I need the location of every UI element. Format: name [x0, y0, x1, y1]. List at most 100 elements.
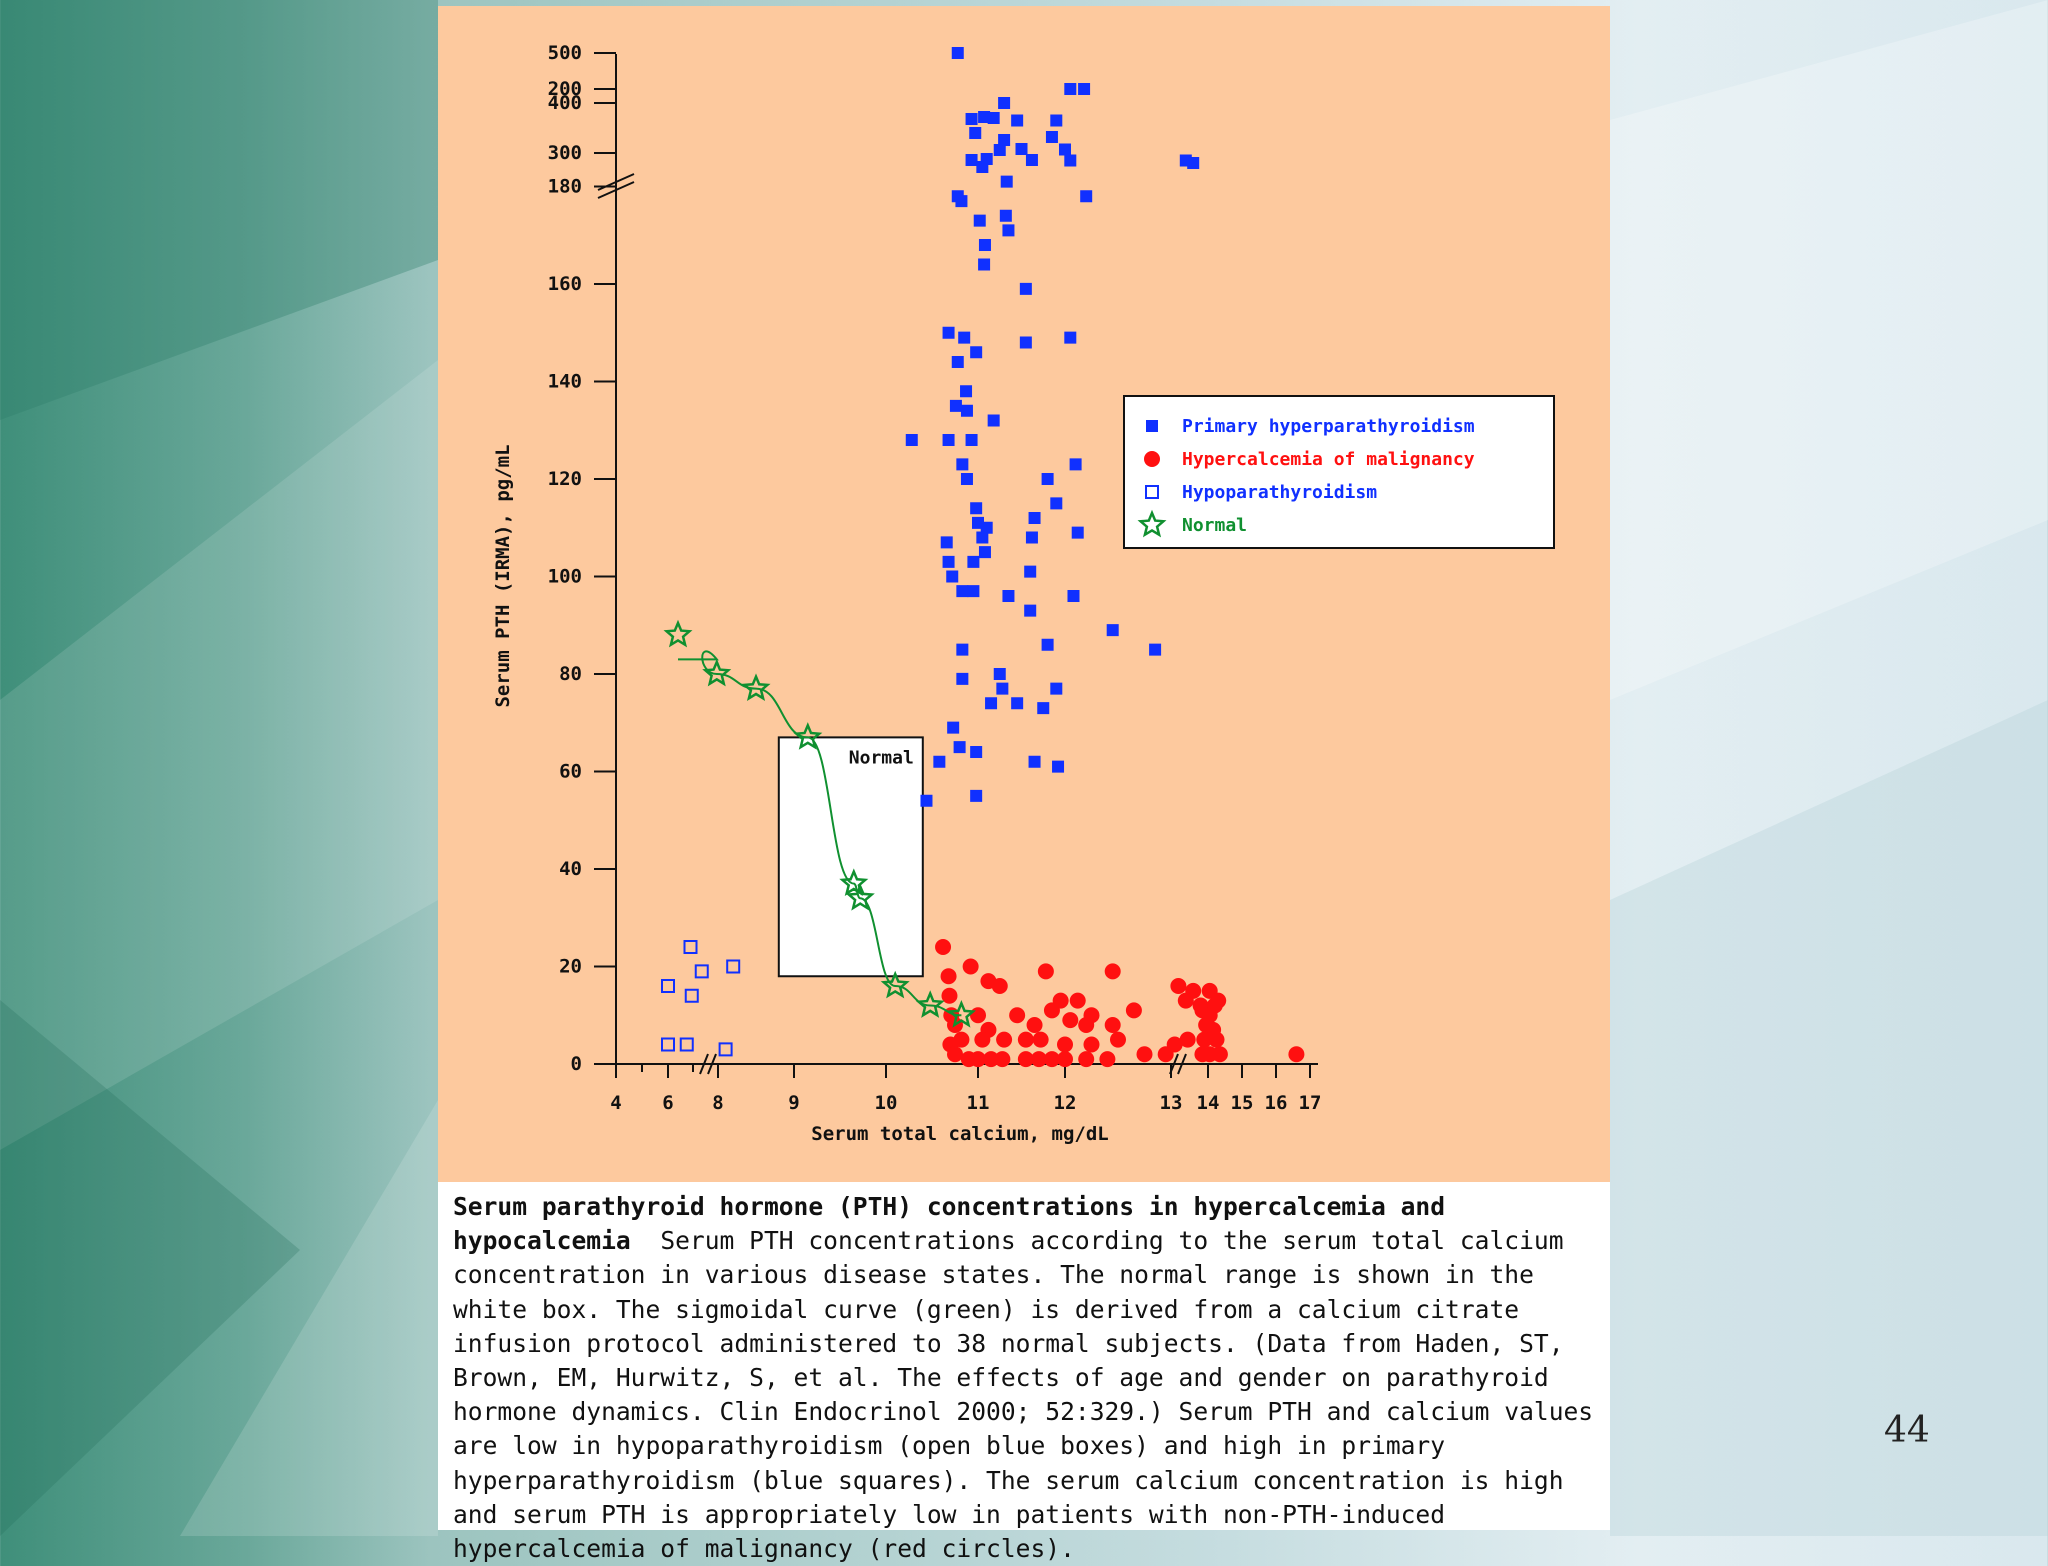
primary-hyperparathyroidism-point	[978, 258, 991, 271]
hypercalcemia-malignancy-point	[947, 1046, 963, 1063]
x-axis-break-mark	[1169, 1053, 1187, 1075]
legend-marker-square	[1146, 420, 1158, 432]
y-tick-label: 40	[559, 858, 582, 880]
hypercalcemia-malignancy-point	[935, 939, 952, 955]
primary-hyperparathyroidism-point	[967, 585, 980, 598]
primary-hyperparathyroidism-point	[958, 331, 971, 344]
hypercalcemia-malignancy-point	[940, 968, 957, 985]
legend-label: Normal	[1182, 515, 1247, 536]
legend-marker-open-square	[1145, 485, 1159, 499]
primary-hyperparathyroidism-point	[967, 555, 980, 568]
hypercalcemia-malignancy-point	[1099, 1051, 1116, 1068]
normal-range-box	[777, 736, 924, 978]
primary-hyperparathyroidism-point	[965, 154, 978, 166]
primary-hyperparathyroidism-point	[1045, 131, 1058, 143]
normal-sigmoid-curve	[678, 650, 962, 1017]
y-tick-label: 60	[559, 761, 582, 783]
legend-marker-star	[1137, 509, 1167, 538]
primary-hyperparathyroidism-point	[973, 214, 986, 227]
primary-hyperparathyroidism-point	[980, 521, 993, 534]
hypercalcemia-malignancy-point	[1179, 1031, 1196, 1048]
y-tick-label: 100	[548, 566, 582, 588]
primary-hyperparathyroidism-point	[946, 570, 959, 583]
figure-panel: 0 20 40 60 80 100 120 140 160 180 200 300 400 500 4 6 8 9…	[438, 6, 1610, 1563]
primary-hyperparathyroidism-point	[956, 643, 969, 656]
bg-shape	[180, 1100, 438, 1536]
primary-hyperparathyroidism-point	[1028, 755, 1041, 768]
primary-hyperparathyroidism-point	[978, 111, 991, 123]
primary-hyperparathyroidism-point	[1069, 458, 1082, 471]
primary-hyperparathyroidism-point	[920, 794, 933, 807]
primary-hyperparathyroidism-point	[1002, 590, 1015, 602]
hypercalcemia-malignancy-point	[970, 1051, 986, 1068]
x-tick-label: 16	[1265, 1092, 1288, 1114]
x-axis-break-mark	[699, 1053, 717, 1075]
hypoparathyroidism-point	[679, 1037, 694, 1052]
hypercalcemia-malignancy-point	[994, 1051, 1011, 1068]
hypercalcemia-malignancy-point	[1110, 1031, 1126, 1048]
x-tick-label: 14	[1197, 1092, 1220, 1114]
hypercalcemia-malignancy-point	[983, 1051, 1000, 1068]
bg-shape	[0, 1000, 300, 1536]
normal-subject-point	[915, 990, 945, 1018]
primary-hyperparathyroidism-point	[969, 127, 982, 139]
primary-hyperparathyroidism-point	[1187, 157, 1200, 169]
hypercalcemia-malignancy-point	[1069, 992, 1086, 1009]
primary-hyperparathyroidism-point	[970, 789, 983, 802]
primary-hyperparathyroidism-point	[1019, 282, 1032, 295]
chart-legend	[1123, 395, 1555, 549]
primary-hyperparathyroidism-point	[976, 531, 989, 544]
hypercalcemia-malignancy-point	[953, 1031, 970, 1048]
primary-hyperparathyroidism-point	[956, 585, 969, 598]
normal-subject-point	[880, 970, 910, 999]
y-tick-label: 140	[548, 371, 582, 393]
normal-subject-point	[663, 619, 693, 648]
primary-hyperparathyroidism-point	[1050, 497, 1063, 510]
hypercalcemia-malignancy-point	[1017, 1031, 1034, 1048]
primary-hyperparathyroidism-point	[987, 414, 1000, 427]
primary-hyperparathyroidism-point	[949, 399, 962, 412]
hypercalcemia-malignancy-point	[1037, 963, 1054, 980]
hypercalcemia-malignancy-point	[1043, 1002, 1060, 1019]
y-tick-label: 200	[548, 78, 582, 100]
hypercalcemia-malignancy-point	[1104, 1017, 1121, 1033]
hypercalcemia-malignancy-point	[1208, 1031, 1225, 1048]
primary-hyperparathyroidism-point	[993, 144, 1006, 156]
normal-subject-point	[845, 883, 875, 911]
primary-hyperparathyroidism-point	[960, 473, 973, 485]
x-tick-label: 15	[1231, 1092, 1254, 1114]
primary-hyperparathyroidism-point	[1080, 190, 1093, 203]
y-tick-label: 300	[548, 142, 582, 164]
primary-hyperparathyroidism-point	[978, 239, 991, 251]
hypercalcemia-malignancy-point	[1062, 1012, 1079, 1029]
y-tick-label: 0	[571, 1053, 582, 1075]
primary-hyperparathyroidism-point	[1037, 702, 1050, 715]
primary-hyperparathyroidism-point	[993, 668, 1006, 680]
hypercalcemia-malignancy-point	[1211, 1046, 1228, 1063]
primary-hyperparathyroidism-point	[1050, 114, 1063, 127]
y-tick-label: 500	[548, 42, 582, 64]
primary-hyperparathyroidism-point	[1002, 224, 1015, 237]
normal-subject-point	[741, 673, 771, 701]
hypercalcemia-malignancy-point	[1170, 978, 1187, 994]
primary-hyperparathyroidism-point	[1064, 331, 1077, 344]
primary-hyperparathyroidism-point	[978, 546, 991, 559]
primary-hyperparathyroidism-point	[1064, 154, 1077, 167]
primary-hyperparathyroidism-point	[1106, 624, 1119, 637]
hypercalcemia-malignancy-point	[1177, 992, 1194, 1009]
hypercalcemia-malignancy-point	[1032, 1031, 1049, 1048]
primary-hyperparathyroidism-point	[955, 195, 968, 208]
primary-hyperparathyroidism-point	[985, 697, 998, 710]
x-tick-label: 17	[1299, 1092, 1322, 1114]
primary-hyperparathyroidism-point	[1071, 526, 1084, 539]
x-tick-label: 12	[1054, 1092, 1077, 1114]
primary-hyperparathyroidism-point	[960, 385, 973, 398]
primary-hyperparathyroidism-point	[998, 134, 1011, 146]
primary-hyperparathyroidism-point	[905, 434, 918, 446]
hypercalcemia-malignancy-point	[970, 1007, 986, 1024]
x-tick-label: 11	[967, 1092, 990, 1114]
y-axis-break-mark	[597, 173, 635, 199]
hypercalcemia-malignancy-point	[1104, 963, 1121, 980]
primary-hyperparathyroidism-point	[940, 536, 953, 549]
